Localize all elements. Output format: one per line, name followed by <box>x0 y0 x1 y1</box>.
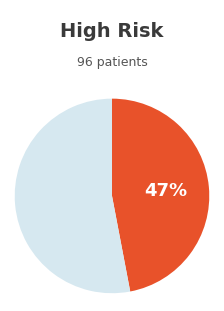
Wedge shape <box>15 99 130 293</box>
Text: 96 patients: 96 patients <box>77 56 147 69</box>
Wedge shape <box>112 99 209 291</box>
Text: 47%: 47% <box>144 182 187 200</box>
Text: High Risk: High Risk <box>60 22 164 41</box>
